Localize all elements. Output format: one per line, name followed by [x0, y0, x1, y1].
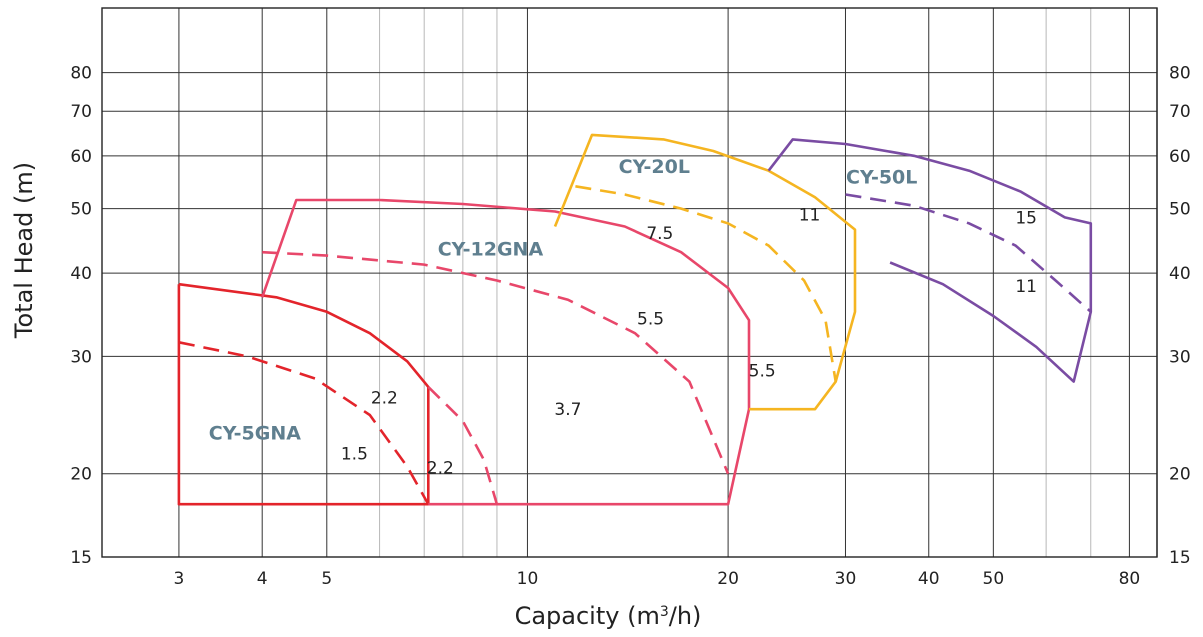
- model-label: CY-20L: [619, 156, 690, 178]
- y-axis-title: Total Head (m): [10, 162, 38, 339]
- x-tick-label: 50: [983, 569, 1005, 589]
- motor-power-curve: [262, 250, 730, 475]
- y-tick-label-left: 50: [70, 200, 92, 220]
- model-label: CY-50L: [846, 167, 917, 189]
- y-tick-label-right: 30: [1169, 347, 1191, 367]
- motor-power-label: 11: [1015, 277, 1037, 297]
- x-tick-label: 30: [835, 569, 857, 589]
- motor-power-curve: [427, 385, 499, 505]
- y-tick-label-left: 60: [70, 147, 92, 167]
- model-boundary: [177, 282, 430, 506]
- model-label: CY-12GNA: [438, 239, 544, 261]
- grid-lines: [102, 8, 1157, 557]
- motor-power-curve: [845, 193, 1092, 313]
- x-tick-label: 20: [717, 569, 739, 589]
- motor-power-label: 5.5: [637, 309, 664, 329]
- y-tick-label-right: 20: [1169, 465, 1191, 485]
- y-tick-label-right: 15: [1169, 548, 1191, 568]
- y-tick-label-left: 80: [70, 64, 92, 84]
- x-tick-label: 10: [517, 569, 539, 589]
- x-axis-title-sup: 3: [660, 604, 669, 620]
- x-tick-label: 4: [257, 569, 268, 589]
- x-axis-title-end: /h): [669, 602, 702, 630]
- model-boundary: [260, 198, 751, 506]
- motor-power-label: 11: [799, 205, 821, 225]
- x-tick-label: 80: [1119, 569, 1141, 589]
- motor-power-label: 2.2: [371, 388, 398, 408]
- motor-power-label: 2.2: [427, 459, 454, 479]
- motor-power-label: 5.5: [749, 361, 776, 381]
- model-boundary: [767, 138, 1093, 383]
- x-tick-label: 3: [174, 569, 185, 589]
- motor-power-label: 1.5: [341, 445, 368, 465]
- plot-frame: [101, 7, 1158, 558]
- y-tick-label-left: 20: [70, 465, 92, 485]
- y-tick-label-left: 40: [70, 264, 92, 284]
- y-tick-label-right: 60: [1169, 147, 1191, 167]
- motor-power-label: 15: [1015, 208, 1037, 228]
- motor-power-label: 7.5: [646, 224, 673, 244]
- y-tick-label-right: 40: [1169, 264, 1191, 284]
- y-tick-label-right: 50: [1169, 200, 1191, 220]
- y-tick-label-right: 70: [1169, 102, 1191, 122]
- x-axis-title: Capacity (m3/h): [515, 602, 702, 630]
- motor-power-curve: [575, 185, 837, 382]
- x-axis-title-text: Capacity (m: [515, 602, 660, 630]
- model-boundary: [553, 133, 857, 411]
- model-curves: [177, 133, 1093, 506]
- y-tick-label-left: 70: [70, 102, 92, 122]
- curve-labels: 1.5 2.2 CY-5GNA 2.2 3.7 5.5 CY-12GNA 7.5 5.5 11 CY…: [209, 156, 1037, 479]
- x-tick-label: 40: [918, 569, 940, 589]
- model-label: CY-5GNA: [209, 423, 302, 445]
- motor-power-curve: [178, 341, 430, 505]
- y-tick-label-left: 30: [70, 347, 92, 367]
- motor-power-label: 3.7: [554, 400, 581, 420]
- tick-labels: 3 4 5 10 20 30 40 50 80 15 15 20 20 30 30 40 40 50 50 60 60 7…: [70, 64, 1190, 589]
- y-tick-label-left: 15: [70, 548, 92, 568]
- y-tick-label-right: 80: [1169, 64, 1191, 84]
- x-tick-label: 5: [321, 569, 332, 589]
